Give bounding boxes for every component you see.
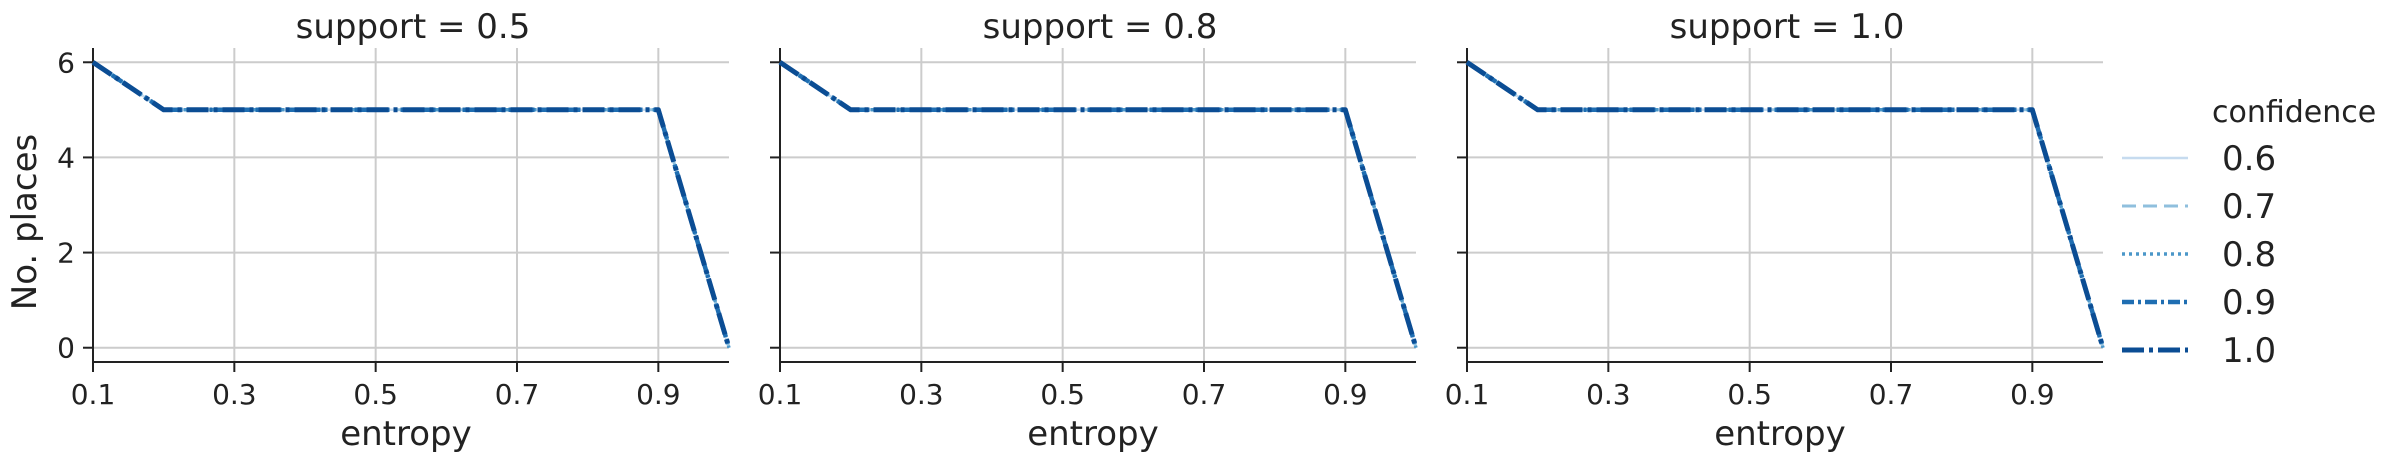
x-tick-label: 0.9	[2010, 378, 2055, 411]
series-line-confidence-1.0	[91, 60, 732, 349]
legend-label: 0.7	[2222, 187, 2276, 227]
y-tick-label: 2	[57, 237, 75, 270]
series-line-confidence-0.7	[1466, 61, 2105, 349]
facet-panel: 0 2 4 6 0.1 0.3 0.5 0.7 0.9 entropy support = 0.5	[57, 7, 732, 454]
x-axis-label: entropy	[340, 414, 472, 454]
legend-label: 1.0	[2222, 331, 2276, 371]
facet-panel: 0.1 0.3 0.5 0.7 0.9 entropy support = 1.0	[1445, 7, 2106, 454]
x-tick-label: 0.1	[71, 378, 116, 411]
series-line-confidence-0.9	[91, 60, 732, 349]
series-line-confidence-0.6	[779, 61, 1418, 349]
y-tick-label: 4	[57, 141, 75, 174]
series-line-confidence-1.0	[1465, 60, 2106, 349]
series-line-confidence-0.8	[779, 60, 1418, 349]
series-line-confidence-0.6	[1466, 61, 2105, 349]
y-axis-label: No. places	[5, 134, 45, 310]
series-line-confidence-0.8	[92, 60, 731, 349]
series-line-confidence-0.9	[1465, 60, 2106, 349]
x-tick-label: 0.5	[1040, 378, 1085, 411]
legend-label: 0.8	[2222, 235, 2276, 275]
facet-panel: 0.1 0.3 0.5 0.7 0.9 entropy support = 0.8	[758, 7, 1419, 454]
series-line-confidence-1.0	[778, 60, 1419, 349]
x-tick-label: 0.7	[495, 378, 540, 411]
y-tick-label: 0	[57, 332, 75, 365]
legend-title: confidence	[2212, 95, 2376, 130]
x-axis-label: entropy	[1027, 414, 1159, 454]
x-tick-label: 0.1	[758, 378, 803, 411]
series-line-confidence-0.8	[1466, 60, 2105, 349]
facet-title: support = 0.8	[983, 7, 1218, 47]
series-line-confidence-0.9	[778, 60, 1419, 349]
series-line-confidence-0.7	[92, 61, 731, 349]
x-tick-label: 0.3	[212, 378, 257, 411]
x-tick-label: 0.9	[1323, 378, 1368, 411]
legend-label: 0.9	[2222, 283, 2276, 323]
legend: confidence 0.6 0.7 0.8 0.9 1.0	[2122, 95, 2376, 371]
x-tick-label: 0.9	[636, 378, 681, 411]
x-tick-label: 0.5	[353, 378, 398, 411]
facet-title: support = 1.0	[1670, 7, 1905, 47]
x-tick-label: 0.7	[1182, 378, 1227, 411]
y-tick-label: 6	[57, 46, 75, 79]
legend-label: 0.6	[2222, 139, 2276, 179]
series-line-confidence-0.7	[779, 61, 1418, 349]
x-tick-label: 0.3	[899, 378, 944, 411]
x-axis-label: entropy	[1714, 414, 1846, 454]
facet-title: support = 0.5	[296, 7, 531, 47]
x-tick-label: 0.5	[1727, 378, 1772, 411]
x-tick-label: 0.3	[1586, 378, 1631, 411]
x-tick-label: 0.7	[1869, 378, 1914, 411]
series-line-confidence-0.6	[92, 61, 731, 349]
x-tick-label: 0.1	[1445, 378, 1490, 411]
